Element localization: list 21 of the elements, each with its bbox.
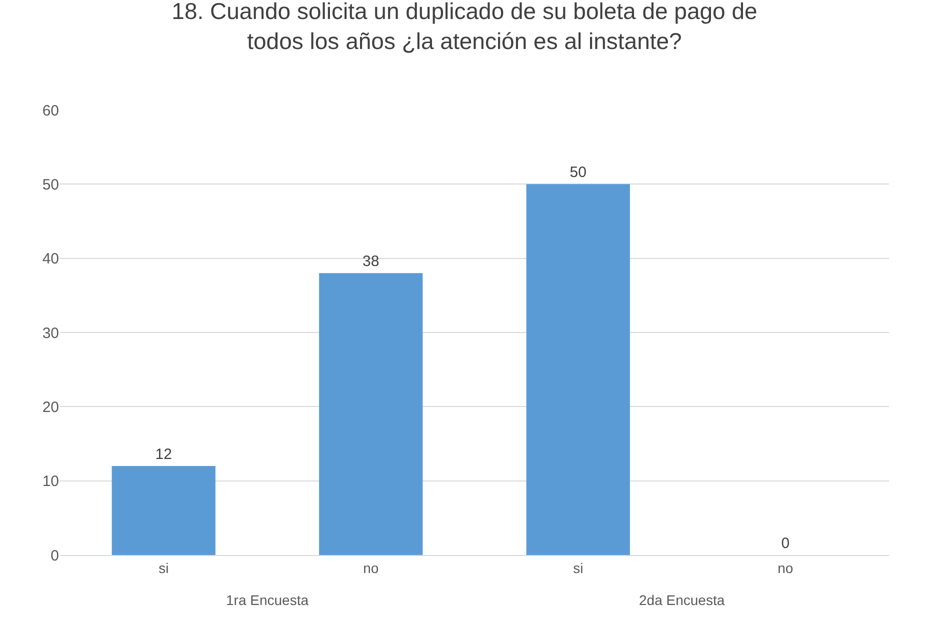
bar — [526, 184, 630, 555]
x-tick-label: si — [158, 560, 169, 576]
data-label: 0 — [781, 535, 790, 552]
y-tick-label: 30 — [42, 324, 59, 342]
y-tick-label: 0 — [50, 547, 59, 564]
x-tick-label: no — [363, 560, 379, 576]
data-label: 38 — [362, 253, 380, 270]
text: 2da Encuesta — [639, 592, 725, 608]
y-tick-label: 10 — [42, 473, 59, 490]
y-tick-label: 50 — [42, 176, 59, 194]
chart-title: 18. Cuando solicita un duplicado de su boleta de pago de todos los años ¿la atención es al instante? — [172, 0, 758, 54]
data-label: 50 — [570, 164, 586, 182]
x-tick-label: si — [573, 560, 584, 576]
y-tick-label: 60 — [42, 102, 59, 120]
bar — [319, 273, 423, 555]
y-tick-label: 40 — [42, 250, 59, 268]
bar — [112, 466, 216, 555]
x-tick-label: no — [778, 560, 794, 576]
text: 1ra Encuesta — [226, 592, 309, 608]
y-tick-label: 20 — [42, 398, 59, 416]
data-label: 12 — [155, 446, 172, 463]
